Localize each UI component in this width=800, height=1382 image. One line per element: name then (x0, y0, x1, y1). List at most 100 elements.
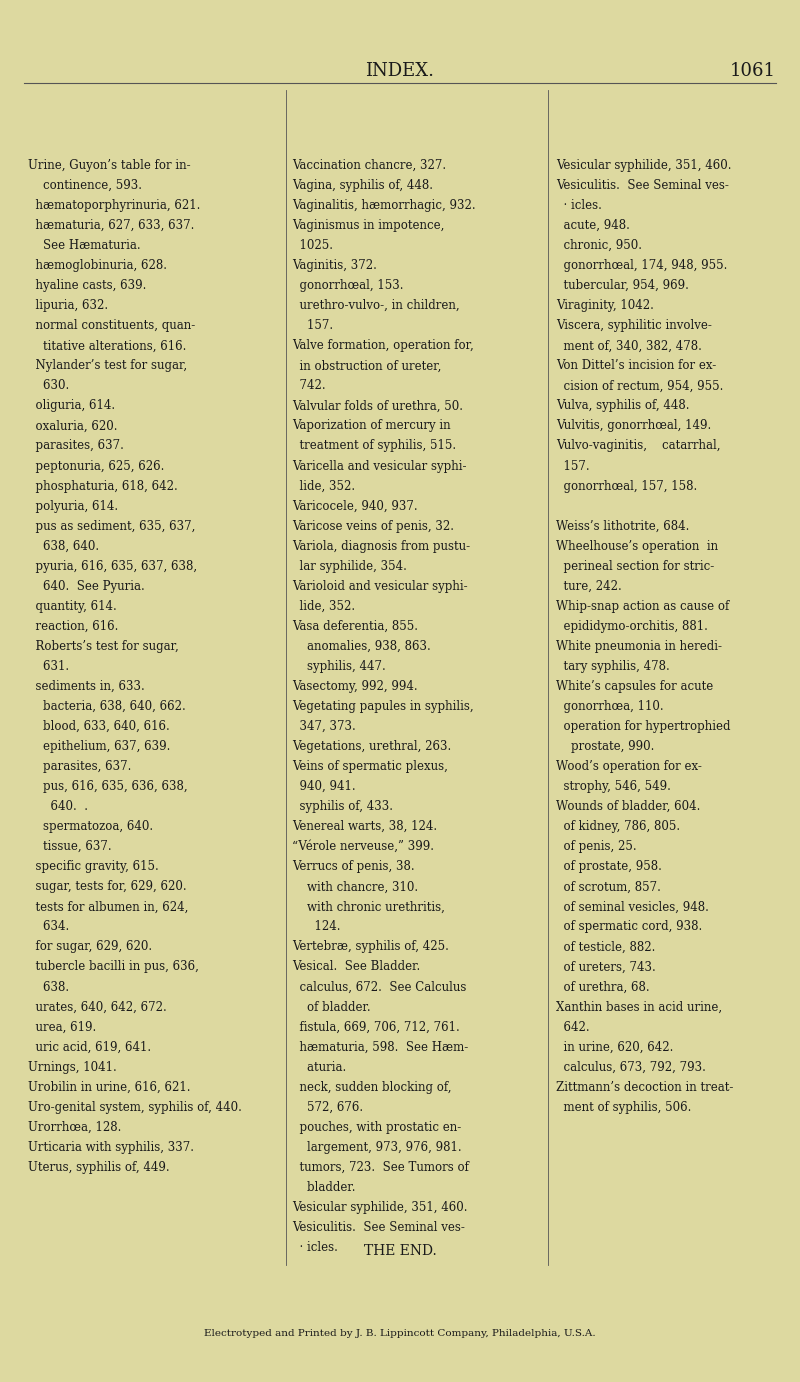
Text: calculus, 672.  See Calculus: calculus, 672. See Calculus (292, 980, 466, 994)
Text: spermatozoa, 640.: spermatozoa, 640. (28, 820, 153, 833)
Text: blood, 633, 640, 616.: blood, 633, 640, 616. (28, 720, 170, 732)
Text: Wounds of bladder, 604.: Wounds of bladder, 604. (556, 800, 700, 813)
Text: syphilis, 447.: syphilis, 447. (292, 659, 386, 673)
Text: Roberts’s test for sugar,: Roberts’s test for sugar, (28, 640, 178, 652)
Text: phosphaturia, 618, 642.: phosphaturia, 618, 642. (28, 480, 178, 492)
Text: for sugar, 629, 620.: for sugar, 629, 620. (28, 940, 152, 954)
Text: Vaginismus in impotence,: Vaginismus in impotence, (292, 218, 444, 232)
Text: Vesical.  See Bladder.: Vesical. See Bladder. (292, 960, 420, 973)
Text: 157.: 157. (292, 319, 333, 332)
Text: Urine, Guyon’s table for in-: Urine, Guyon’s table for in- (28, 159, 190, 171)
Text: Vegetating papules in syphilis,: Vegetating papules in syphilis, (292, 699, 474, 713)
Text: Vaginitis, 372.: Vaginitis, 372. (292, 258, 377, 272)
Text: reaction, 616.: reaction, 616. (28, 619, 118, 633)
Text: lipuria, 632.: lipuria, 632. (28, 299, 108, 312)
Text: Verrucs of penis, 38.: Verrucs of penis, 38. (292, 860, 414, 873)
Text: Weiss’s lithotrite, 684.: Weiss’s lithotrite, 684. (556, 520, 690, 532)
Text: Wheelhouse’s operation  in: Wheelhouse’s operation in (556, 539, 718, 553)
Text: urates, 640, 642, 672.: urates, 640, 642, 672. (28, 1001, 166, 1013)
Text: tubercle bacilli in pus, 636,: tubercle bacilli in pus, 636, (28, 960, 199, 973)
Text: See Hæmaturia.: See Hæmaturia. (28, 239, 141, 252)
Text: syphilis of, 433.: syphilis of, 433. (292, 800, 393, 813)
Text: Vulvitis, gonorrhœal, 149.: Vulvitis, gonorrhœal, 149. (556, 419, 711, 433)
Text: hæmoglobinuria, 628.: hæmoglobinuria, 628. (28, 258, 167, 272)
Text: parasites, 637.: parasites, 637. (28, 760, 131, 773)
Text: 630.: 630. (28, 379, 70, 392)
Text: with chronic urethritis,: with chronic urethritis, (292, 900, 445, 914)
Text: ment of, 340, 382, 478.: ment of, 340, 382, 478. (556, 339, 702, 352)
Text: White pneumonia in heredi-: White pneumonia in heredi- (556, 640, 722, 652)
Text: polyuria, 614.: polyuria, 614. (28, 499, 118, 513)
Text: hæmaturia, 598.  See Hæm-: hæmaturia, 598. See Hæm- (292, 1041, 468, 1053)
Text: pouches, with prostatic en-: pouches, with prostatic en- (292, 1121, 462, 1133)
Text: tumors, 723.  See Tumors of: tumors, 723. See Tumors of (292, 1161, 469, 1173)
Text: pus as sediment, 635, 637,: pus as sediment, 635, 637, (28, 520, 195, 532)
Text: of penis, 25.: of penis, 25. (556, 840, 637, 853)
Text: Vertebræ, syphilis of, 425.: Vertebræ, syphilis of, 425. (292, 940, 449, 954)
Text: Vegetations, urethral, 263.: Vegetations, urethral, 263. (292, 739, 451, 753)
Text: “Vérole nerveuse,” 399.: “Vérole nerveuse,” 399. (292, 840, 434, 853)
Text: calculus, 673, 792, 793.: calculus, 673, 792, 793. (556, 1060, 706, 1074)
Text: 1061: 1061 (730, 62, 776, 80)
Text: ment of syphilis, 506.: ment of syphilis, 506. (556, 1100, 691, 1114)
Text: Zittmann’s decoction in treat-: Zittmann’s decoction in treat- (556, 1081, 734, 1093)
Text: gonorrhœal, 174, 948, 955.: gonorrhœal, 174, 948, 955. (556, 258, 727, 272)
Text: operation for hypertrophied: operation for hypertrophied (556, 720, 730, 732)
Text: Vesiculitis.  See Seminal ves-: Vesiculitis. See Seminal ves- (556, 178, 729, 192)
Text: urethro-vulvo-, in children,: urethro-vulvo-, in children, (292, 299, 460, 312)
Text: Venereal warts, 38, 124.: Venereal warts, 38, 124. (292, 820, 437, 833)
Text: Vulvo-vaginitis,    catarrhal,: Vulvo-vaginitis, catarrhal, (556, 439, 721, 452)
Text: Vagina, syphilis of, 448.: Vagina, syphilis of, 448. (292, 178, 433, 192)
Text: Vaginalitis, hæmorrhagic, 932.: Vaginalitis, hæmorrhagic, 932. (292, 199, 476, 211)
Text: Urorrhœa, 128.: Urorrhœa, 128. (28, 1121, 122, 1133)
Text: · icles.: · icles. (292, 1241, 338, 1253)
Text: gonorrhœa, 110.: gonorrhœa, 110. (556, 699, 664, 713)
Text: Vulva, syphilis of, 448.: Vulva, syphilis of, 448. (556, 399, 690, 412)
Text: peptonuria, 625, 626.: peptonuria, 625, 626. (28, 459, 164, 473)
Text: gonorrhœal, 153.: gonorrhœal, 153. (292, 279, 403, 292)
Text: 124.: 124. (292, 920, 341, 933)
Text: of urethra, 68.: of urethra, 68. (556, 980, 650, 994)
Text: Urobilin in urine, 616, 621.: Urobilin in urine, 616, 621. (28, 1081, 190, 1093)
Text: 638.: 638. (28, 980, 69, 994)
Text: · icles.: · icles. (556, 199, 602, 211)
Text: 572, 676.: 572, 676. (292, 1100, 363, 1114)
Text: titative alterations, 616.: titative alterations, 616. (28, 339, 186, 352)
Text: Vesicular syphilide, 351, 460.: Vesicular syphilide, 351, 460. (292, 1201, 467, 1213)
Text: 347, 373.: 347, 373. (292, 720, 356, 732)
Text: of ureters, 743.: of ureters, 743. (556, 960, 656, 973)
Text: in obstruction of ureter,: in obstruction of ureter, (292, 359, 442, 372)
Text: normal constituents, quan-: normal constituents, quan- (28, 319, 195, 332)
Text: Viraginity, 1042.: Viraginity, 1042. (556, 299, 654, 312)
Text: 640.  .: 640. . (28, 800, 88, 813)
Text: 638, 640.: 638, 640. (28, 539, 99, 553)
Text: continence, 593.: continence, 593. (28, 178, 142, 192)
Text: Varicose veins of penis, 32.: Varicose veins of penis, 32. (292, 520, 454, 532)
Text: ture, 242.: ture, 242. (556, 579, 622, 593)
Text: 1025.: 1025. (292, 239, 333, 252)
Text: 642.: 642. (556, 1020, 590, 1034)
Text: aturia.: aturia. (292, 1060, 346, 1074)
Text: hæmaturia, 627, 633, 637.: hæmaturia, 627, 633, 637. (28, 218, 194, 232)
Text: 940, 941.: 940, 941. (292, 779, 356, 793)
Text: pyuria, 616, 635, 637, 638,: pyuria, 616, 635, 637, 638, (28, 560, 197, 572)
Text: urea, 619.: urea, 619. (28, 1020, 96, 1034)
Text: quantity, 614.: quantity, 614. (28, 600, 117, 612)
Text: tissue, 637.: tissue, 637. (28, 840, 112, 853)
Text: of spermatic cord, 938.: of spermatic cord, 938. (556, 920, 702, 933)
Text: Vasectomy, 992, 994.: Vasectomy, 992, 994. (292, 680, 418, 692)
Text: Varicella and vesicular syphi-: Varicella and vesicular syphi- (292, 459, 466, 473)
Text: lide, 352.: lide, 352. (292, 480, 355, 492)
Text: pus, 616, 635, 636, 638,: pus, 616, 635, 636, 638, (28, 779, 188, 793)
Text: 640.  See Pyuria.: 640. See Pyuria. (28, 579, 145, 593)
Text: of scrotum, 857.: of scrotum, 857. (556, 880, 661, 893)
Text: bladder.: bladder. (292, 1180, 355, 1194)
Text: parasites, 637.: parasites, 637. (28, 439, 124, 452)
Text: 631.: 631. (28, 659, 69, 673)
Text: Vasa deferentia, 855.: Vasa deferentia, 855. (292, 619, 418, 633)
Text: neck, sudden blocking of,: neck, sudden blocking of, (292, 1081, 451, 1093)
Text: tests for albumen in, 624,: tests for albumen in, 624, (28, 900, 188, 914)
Text: Valve formation, operation for,: Valve formation, operation for, (292, 339, 474, 352)
Text: cision of rectum, 954, 955.: cision of rectum, 954, 955. (556, 379, 723, 392)
Text: Veins of spermatic plexus,: Veins of spermatic plexus, (292, 760, 448, 773)
